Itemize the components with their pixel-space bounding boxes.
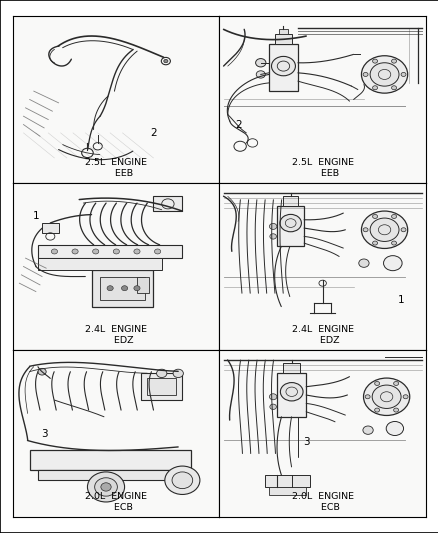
Bar: [268, 487, 305, 495]
Text: 2.5L  ENGINE
     EEB: 2.5L ENGINE EEB: [291, 158, 353, 178]
Text: 2.4L  ENGINE
     EDZ: 2.4L ENGINE EDZ: [291, 325, 353, 345]
Circle shape: [374, 382, 379, 385]
Circle shape: [374, 408, 379, 412]
Bar: [277, 374, 305, 417]
Circle shape: [255, 59, 265, 67]
Bar: [99, 277, 145, 300]
Bar: [264, 475, 310, 487]
Circle shape: [393, 382, 398, 385]
Circle shape: [369, 218, 398, 241]
Circle shape: [269, 223, 276, 229]
Circle shape: [92, 249, 99, 254]
Circle shape: [280, 383, 302, 401]
Circle shape: [391, 86, 396, 90]
Circle shape: [391, 59, 396, 63]
Circle shape: [113, 249, 119, 254]
Bar: [279, 29, 287, 34]
Circle shape: [363, 378, 409, 415]
Bar: [30, 450, 190, 470]
Circle shape: [372, 59, 377, 63]
Bar: [137, 277, 149, 293]
Circle shape: [383, 256, 401, 271]
Circle shape: [385, 422, 403, 435]
Bar: [275, 34, 291, 44]
Circle shape: [372, 241, 377, 245]
Circle shape: [362, 228, 367, 232]
Circle shape: [369, 63, 398, 86]
Circle shape: [372, 86, 377, 90]
Text: 2.0L  ENGINE
     ECB: 2.0L ENGINE ECB: [85, 492, 147, 512]
Circle shape: [393, 408, 398, 412]
Circle shape: [121, 286, 127, 290]
Circle shape: [402, 395, 407, 399]
Circle shape: [391, 241, 396, 245]
Text: 2.4L  ENGINE
     EDZ: 2.4L ENGINE EDZ: [85, 325, 147, 345]
Bar: [283, 196, 297, 206]
Circle shape: [362, 72, 367, 76]
Text: 2.5L  ENGINE
     EEB: 2.5L ENGINE EEB: [85, 158, 147, 178]
Circle shape: [360, 211, 407, 248]
Bar: [141, 374, 182, 400]
Circle shape: [87, 472, 124, 502]
Bar: [38, 258, 161, 270]
Circle shape: [362, 426, 372, 434]
Bar: [283, 364, 299, 374]
Bar: [38, 470, 182, 480]
Circle shape: [164, 466, 199, 495]
Circle shape: [38, 368, 46, 375]
Circle shape: [372, 214, 377, 219]
Text: 2: 2: [234, 119, 241, 130]
Circle shape: [269, 394, 276, 400]
Bar: [277, 206, 304, 246]
Circle shape: [107, 286, 113, 290]
Circle shape: [72, 249, 78, 254]
Circle shape: [101, 483, 111, 491]
Text: 1: 1: [397, 295, 403, 305]
Circle shape: [51, 249, 57, 254]
Bar: [147, 378, 176, 395]
Circle shape: [269, 404, 276, 409]
Text: 2.0L  ENGINE
     ECB: 2.0L ENGINE ECB: [291, 492, 353, 512]
Text: 3: 3: [41, 429, 47, 439]
Circle shape: [134, 286, 140, 290]
Text: 3: 3: [302, 437, 309, 447]
Bar: [38, 245, 182, 258]
Circle shape: [279, 214, 301, 232]
Text: 1: 1: [32, 212, 39, 221]
Circle shape: [172, 472, 192, 489]
Circle shape: [371, 385, 400, 408]
Circle shape: [154, 249, 160, 254]
Circle shape: [271, 56, 295, 76]
Circle shape: [134, 249, 140, 254]
Bar: [153, 196, 182, 212]
Circle shape: [163, 59, 167, 63]
Circle shape: [364, 395, 369, 399]
Bar: [268, 44, 297, 91]
Circle shape: [269, 234, 276, 239]
Circle shape: [391, 214, 396, 219]
Circle shape: [156, 369, 166, 377]
Circle shape: [400, 228, 405, 232]
Bar: [42, 223, 58, 233]
Circle shape: [95, 478, 117, 496]
Text: 2: 2: [150, 128, 156, 138]
Circle shape: [173, 369, 183, 377]
Bar: [92, 270, 153, 306]
Circle shape: [360, 56, 407, 93]
Circle shape: [358, 259, 368, 268]
Circle shape: [400, 72, 405, 76]
Circle shape: [256, 71, 265, 78]
